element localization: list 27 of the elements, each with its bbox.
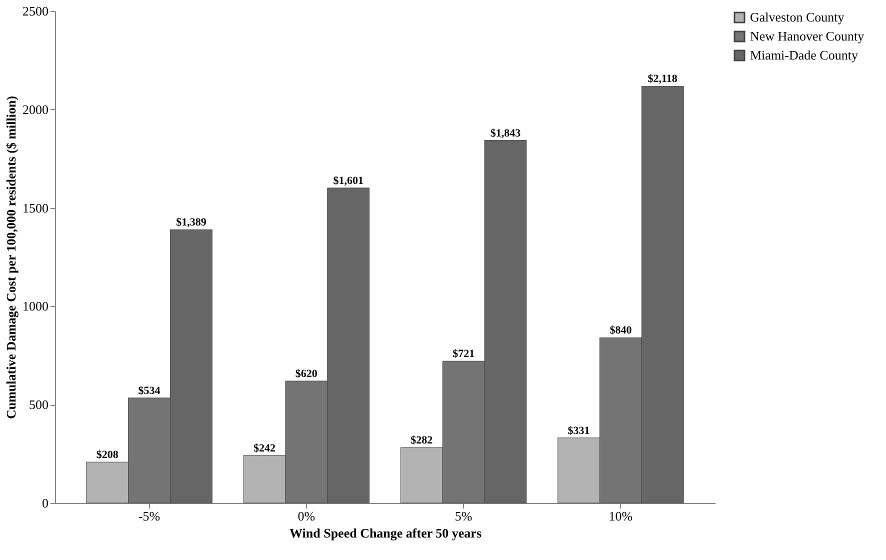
x-tick-label: 10% <box>608 508 633 524</box>
legend-label: Miami-Dade County <box>750 48 858 62</box>
data-label: $840 <box>610 324 632 337</box>
data-label: $721 <box>452 348 475 360</box>
data-label: $1,843 <box>490 127 522 140</box>
data-label: $282 <box>410 434 434 446</box>
y-tick-label: 0 <box>42 496 48 510</box>
x-tick-label: 5% <box>454 508 472 524</box>
y-tick-label: 2000 <box>22 102 48 117</box>
y-tick-label: 500 <box>29 397 48 412</box>
x-tick-label: -5% <box>138 508 160 524</box>
legend-label: New Hanover County <box>750 28 865 44</box>
x-tick-label: 0% <box>298 508 316 524</box>
x-axis-title: Wind Speed Change after 50 years <box>290 526 482 540</box>
data-label: $2,118 <box>648 73 678 86</box>
data-label: $1,389 <box>176 216 207 229</box>
data-label: $534 <box>138 384 161 397</box>
data-label: $331 <box>568 424 590 437</box>
data-label: $242 <box>254 442 276 454</box>
data-label: $620 <box>295 368 318 380</box>
data-label: $208 <box>96 449 119 462</box>
data-label: $1,601 <box>333 174 364 187</box>
y-tick-label: 2500 <box>22 4 48 18</box>
y-axis-title: Cumulative Damage Cost per 100,000 residents ($ million) <box>4 96 18 420</box>
y-tick-label: 1000 <box>22 298 48 314</box>
legend-label: Galveston County <box>750 10 845 24</box>
y-tick-label: 1500 <box>22 200 48 216</box>
